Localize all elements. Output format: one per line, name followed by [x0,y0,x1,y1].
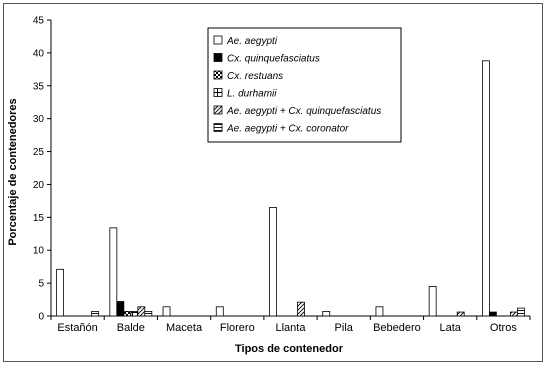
bar [428,285,437,317]
bar [144,310,153,317]
x-ticks: Estañón Balde Maceta Florero Llanta Pila Bebed… [50,316,531,334]
y-tick-label: 15 [33,213,45,224]
x-tick-label: Estañón [57,322,97,334]
x-tick-label: Bebedero [373,322,421,334]
bar [116,301,125,317]
bar [509,311,518,317]
legend-swatch [213,105,223,115]
bar [130,310,139,317]
legend-label: Cx. restuans [227,71,283,82]
bar [375,306,384,317]
x-tick-label: Balde [117,322,145,334]
bar [123,310,132,317]
legend-swatch [213,35,223,45]
bar [488,311,497,317]
x-axis-title: Tipos de contenedor [235,343,344,355]
y-tick-label: 10 [33,246,45,257]
y-tick-label: 35 [33,81,45,92]
legend-label: Ae. aegypti [226,36,278,47]
y-ticks: 0 5 10 15 20 25 30 35 40 45 [33,16,51,323]
legend-label: Cx. quinquefasciatus [227,54,320,65]
legend-swatch [213,70,223,80]
bar [109,227,118,317]
bar [516,307,525,317]
legend-label: Ae. aegypti + Cx. quinquefasciatus [226,106,381,117]
x-tick-label: Otros [490,322,517,334]
x-tick-label: Llanta [276,322,307,334]
y-tick-label: 0 [38,312,44,323]
bar [297,301,305,317]
legend-label: Ae. aegypti + Cx. coronator [226,124,349,135]
bar [56,268,65,317]
bar [137,306,146,317]
x-tick-label: Lata [439,322,461,334]
legend-box [207,27,402,143]
y-tick-label: 45 [33,16,45,27]
y-tick-label: 20 [33,180,45,191]
y-tick-label: 25 [33,147,45,158]
bar [481,60,490,317]
y-tick-label: 40 [33,48,45,59]
bar [91,310,100,317]
bar [162,306,171,317]
y-axis-title: Porcentaje de contenedores [7,98,19,245]
legend-swatch [213,88,223,97]
y-tick-label: 5 [38,279,44,290]
y-tick-label: 30 [33,114,45,125]
x-tick-label: Pila [335,322,354,334]
bar [215,306,224,317]
bar [269,207,277,317]
bar [322,310,331,317]
bar [456,311,465,317]
legend-swatch [213,123,223,132]
x-tick-label: Florero [220,322,255,334]
legend-label: L. durhamii [227,89,277,100]
x-tick-label: Maceta [166,322,203,334]
legend-swatch [213,53,223,62]
legend: Ae. aegypti Cx. quinquefasciatus Cx. restu… [207,27,402,143]
bars [56,60,525,317]
